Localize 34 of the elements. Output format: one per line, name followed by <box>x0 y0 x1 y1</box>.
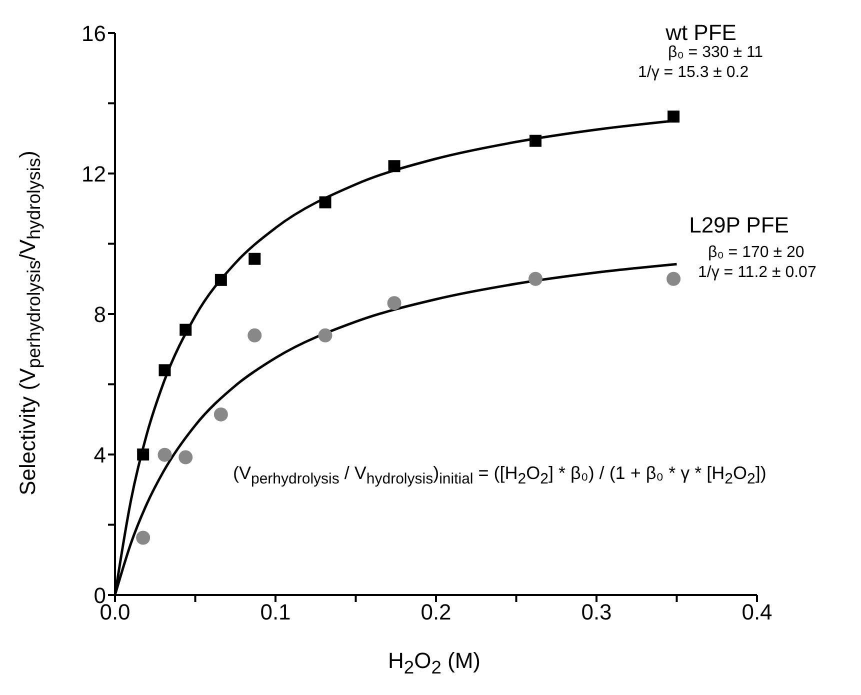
annotation: β₀ = 330 ± 11 <box>668 44 764 62</box>
point <box>388 160 400 172</box>
x-axis-title: H$_{2}$O$_{2}$ (M) <box>388 648 481 678</box>
y-tick-label: 4 <box>94 442 106 468</box>
y-tick-label: 16 <box>82 20 106 46</box>
point <box>158 364 171 376</box>
point <box>248 328 262 342</box>
point <box>214 274 227 286</box>
y-tick-label: 8 <box>94 302 106 327</box>
point <box>136 530 150 545</box>
annotation: 1/γ = 15.3 ± 0.2 <box>638 64 749 82</box>
text: wt PFE <box>664 20 736 46</box>
annotation: β₀ = 170 ± 20 <box>708 244 804 262</box>
annotation: 1/γ = 11.2 ± 0.07 <box>698 264 816 282</box>
point <box>248 252 261 265</box>
x-tick-label: 0.3 <box>581 600 612 625</box>
point <box>158 448 172 462</box>
point <box>319 196 332 208</box>
point <box>666 272 681 286</box>
point <box>530 134 542 147</box>
point <box>528 272 543 286</box>
point <box>137 448 150 460</box>
x-tick-label: 0.2 <box>420 600 452 625</box>
point <box>387 296 402 310</box>
point <box>318 328 332 342</box>
point <box>180 324 192 336</box>
x-tick-label: 0.4 <box>742 600 772 625</box>
point <box>214 407 228 422</box>
series-label: L29P PFE <box>689 212 789 238</box>
point <box>668 110 680 123</box>
point <box>178 450 193 464</box>
text: (V$_{perhydrolysis}$ / V$_{hydrolysis}$)$_{initial}$ = ([H$_{2}$O$_{2}$] * β₀) / (1 + β₀ * γ * [H$_{2}$O$_{2}$]) <box>233 463 766 488</box>
x-tick-label: 0.1 <box>260 600 291 625</box>
y-tick-label: 12 <box>82 161 106 186</box>
